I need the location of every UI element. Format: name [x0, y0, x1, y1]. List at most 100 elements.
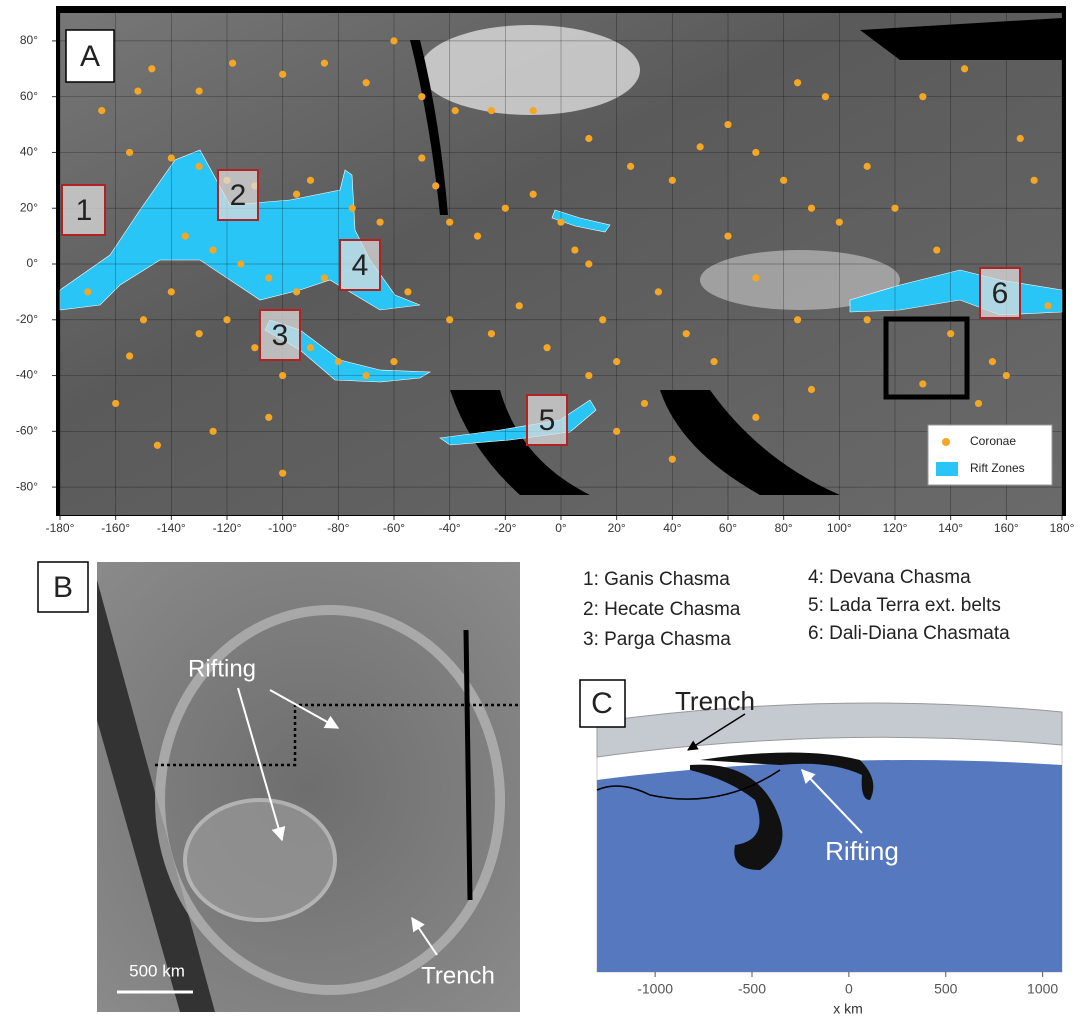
- corona-point: [724, 232, 732, 240]
- legend-swatch: [942, 438, 950, 446]
- corona-point: [334, 358, 342, 366]
- panel-label-box: [37, 561, 89, 613]
- corona-point: [139, 316, 148, 324]
- x-tick-label: 180°: [1050, 521, 1075, 535]
- corona-point: [960, 65, 969, 73]
- legend-label: Rift Zones: [970, 461, 1025, 475]
- corona-point: [418, 154, 426, 162]
- x-tick-label: 160°: [994, 521, 1019, 535]
- key-item: 2: Hecate Chasma: [583, 599, 741, 620]
- arrow: [237, 687, 286, 842]
- corona-point: [599, 316, 607, 324]
- corona-point: [668, 455, 676, 463]
- corona-point: [451, 107, 459, 115]
- corona-point: [228, 59, 237, 67]
- corona-point: [84, 288, 92, 296]
- corona-point: [613, 358, 621, 366]
- x-axis-label: x km: [833, 1001, 863, 1017]
- corona-point: [529, 107, 537, 115]
- region-box: [259, 309, 301, 361]
- box-label: 3: [272, 319, 289, 352]
- corona-point: [195, 330, 203, 338]
- corona-point: [1030, 176, 1038, 184]
- corona-point: [279, 469, 287, 477]
- x-tick-label: 60°: [719, 521, 737, 535]
- corona-point: [112, 399, 120, 408]
- corona-point: [933, 246, 941, 254]
- corona-point: [98, 107, 106, 115]
- corona-point: [292, 190, 301, 198]
- corona-point: [251, 344, 259, 352]
- corona-point: [487, 107, 496, 115]
- annotation: Trench: [421, 962, 495, 989]
- corona-point: [390, 37, 398, 45]
- corona-point: [529, 190, 537, 198]
- corona-point: [654, 288, 663, 296]
- x-tick-label: -140°: [157, 521, 186, 535]
- y-tick-label: 20°: [20, 200, 38, 214]
- x-tick-label: -80°: [327, 521, 349, 535]
- corona-point: [320, 59, 329, 67]
- panel-label-box: [65, 29, 115, 83]
- y-tick-label: 60°: [20, 89, 38, 103]
- corona-point: [696, 143, 704, 151]
- corona-point: [947, 330, 955, 338]
- arrow: [269, 689, 340, 729]
- corona-point: [404, 288, 412, 296]
- corona-point: [167, 288, 175, 296]
- data-boundary: [155, 703, 520, 767]
- corona-point: [585, 134, 593, 143]
- region-box: [979, 267, 1021, 319]
- key-item: 3: Parga Chasma: [583, 629, 731, 650]
- corona-point: [919, 93, 927, 101]
- x-tick-label: 80°: [775, 521, 793, 535]
- corona-point: [292, 288, 301, 296]
- corona-point: [752, 148, 760, 157]
- data-gap: [463, 629, 473, 901]
- upper-layer: [596, 702, 1063, 758]
- panel-label: B: [53, 571, 73, 604]
- corona-point: [181, 232, 189, 240]
- box-label: 5: [539, 404, 556, 437]
- corona-point: [793, 79, 802, 87]
- key: 1: Ganis Chasma 2: Hecate Chasma 3: Parg…: [583, 567, 1010, 650]
- corona-point: [348, 204, 356, 212]
- region-box: [339, 239, 381, 291]
- panel-c: Trench Rifting C x km -1000 -500 0 500 1000: [579, 679, 1063, 1017]
- corona-point: [376, 218, 384, 226]
- corona-point: [863, 162, 871, 170]
- corona-point: [710, 358, 718, 366]
- y-tick-label: -60°: [16, 424, 38, 438]
- box-label: 1: [76, 194, 93, 227]
- y-tick-label: -40°: [16, 368, 38, 382]
- corona-point: [125, 352, 134, 360]
- y-tick-label: -80°: [16, 479, 38, 493]
- scale-label: 500 km: [129, 961, 185, 980]
- corona-point: [209, 246, 217, 254]
- corona-point: [265, 274, 273, 282]
- annotation: Trench: [675, 686, 755, 716]
- rift-zone: [59, 149, 421, 311]
- region-box: [61, 184, 106, 236]
- corona-point: [1002, 371, 1010, 380]
- terrain-highland: [420, 25, 640, 115]
- x-tick-label: 1000: [1027, 981, 1058, 997]
- study-box: [883, 316, 970, 400]
- y-tick-label: -20°: [16, 312, 38, 326]
- arrow: [801, 768, 863, 834]
- corona-point: [571, 246, 579, 254]
- corona-point: [390, 358, 398, 366]
- panel-label: C: [591, 687, 613, 720]
- corona-point: [557, 218, 565, 226]
- x-tick-label: -160°: [101, 521, 130, 535]
- terrain-highland: [700, 250, 900, 310]
- corona-point: [134, 87, 142, 95]
- key-item: 4: Devana Chasma: [808, 567, 971, 588]
- corona-point: [974, 399, 983, 408]
- arrow: [411, 916, 438, 956]
- y-tick-label: 80°: [20, 33, 38, 47]
- x-tick-label: -40°: [439, 521, 461, 535]
- slab: [690, 752, 874, 870]
- map-panel: 1 2 3 4 5 6 A Coronae Rift Zones -180° -16…: [16, 6, 1075, 535]
- corona-point: [195, 87, 203, 95]
